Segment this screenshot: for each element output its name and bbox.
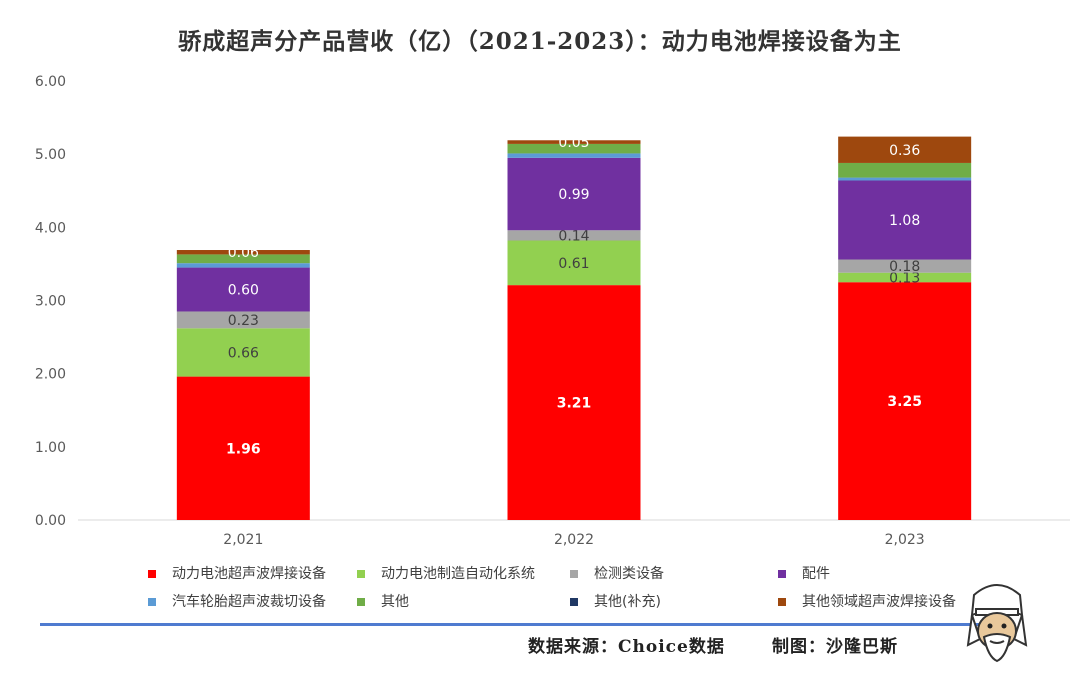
bar-segment — [507, 140, 641, 144]
data-label: 0.36 — [889, 143, 920, 159]
legend-item: 汽车轮胎超声波裁切设备 — [148, 591, 326, 611]
x-tick-label: 2,023 — [885, 532, 925, 548]
bar-segment — [176, 376, 310, 520]
legend-label: 其他 — [381, 594, 409, 610]
legend-item: 检测类设备 — [570, 563, 664, 583]
x-tick-label: 2,022 — [554, 532, 594, 548]
y-tick-label: 5.00 — [35, 147, 66, 163]
data-label: 0.61 — [558, 256, 589, 272]
x-tick-label: 2,021 — [223, 532, 263, 548]
bar-segment — [176, 254, 310, 264]
legend-item: 其他(补充) — [570, 591, 661, 611]
legend-label: 其他领域超声波焊接设备 — [802, 594, 956, 610]
bar-segment — [176, 311, 310, 329]
author-avatar-icon — [966, 584, 1028, 663]
legend-swatch — [570, 598, 578, 606]
legend-label: 汽车轮胎超声波裁切设备 — [172, 594, 326, 610]
data-label: 3.25 — [887, 394, 922, 410]
bar-segment — [838, 272, 972, 283]
legend-label: 检测类设备 — [594, 566, 664, 582]
legend-label: 动力电池超声波焊接设备 — [172, 566, 326, 582]
legend-item: 动力电池制造自动化系统 — [357, 563, 535, 583]
y-tick-label: 4.00 — [35, 220, 66, 236]
chart-title: 骄成超声分产品营收（亿）（2021-2023）：动力电池焊接设备为主 — [178, 28, 902, 55]
bar-segment — [507, 157, 641, 231]
data-label: 0.13 — [889, 270, 920, 286]
data-label: 0.05 — [558, 135, 589, 151]
legend-swatch — [148, 570, 156, 578]
bar-segment — [507, 285, 641, 520]
legend-item: 其他领域超声波焊接设备 — [778, 591, 956, 611]
legend-item: 其他 — [357, 591, 409, 611]
data-label: 0.18 — [889, 259, 920, 275]
bar-segment — [838, 259, 972, 273]
legend-item: 动力电池超声波焊接设备 — [148, 563, 326, 583]
stacked-bar-chart: 0.00 1.00 2.00 3.00 4.00 5.00 6.00 1.96 0.66 0.23… — [35, 74, 1070, 548]
data-source: 数据来源：Choice数据 — [528, 637, 725, 657]
bar-segment — [507, 153, 641, 158]
data-label: 0.14 — [558, 228, 589, 244]
bar-segment — [838, 162, 972, 178]
data-label: 1.08 — [889, 213, 920, 229]
legend-swatch — [778, 570, 786, 578]
y-tick-label: 1.00 — [35, 440, 66, 456]
bar-segment — [838, 136, 972, 163]
data-label: 0.66 — [228, 345, 259, 361]
legend-label: 其他(补充) — [594, 594, 661, 610]
bar-segment — [507, 240, 641, 286]
legend-swatch — [148, 598, 156, 606]
bar-segment — [176, 328, 310, 377]
data-label: 0.60 — [228, 283, 259, 299]
bar-segment — [838, 177, 972, 181]
bar-segment — [838, 180, 972, 260]
legend-swatch — [778, 598, 786, 606]
footer-divider — [40, 623, 980, 626]
bar-segment — [176, 263, 310, 268]
legend-swatch — [357, 570, 365, 578]
legend-swatch — [570, 570, 578, 578]
legend-swatch — [357, 598, 365, 606]
bar-segment — [176, 267, 310, 312]
bar-segment — [176, 250, 310, 255]
y-tick-label: 2.00 — [35, 367, 66, 383]
y-tick-label: 3.00 — [35, 294, 66, 310]
data-label: 0.23 — [228, 313, 259, 329]
legend-label: 动力电池制造自动化系统 — [381, 566, 535, 582]
y-tick-label: 6.00 — [35, 74, 66, 90]
bar-segment — [838, 282, 972, 520]
legend-label: 配件 — [802, 566, 830, 582]
data-label: 1.96 — [226, 441, 261, 457]
chart-credit: 制图：沙隆巴斯 — [772, 637, 898, 657]
legend-item: 配件 — [778, 563, 830, 583]
bar-segment — [507, 230, 641, 241]
data-label: 0.06 — [228, 245, 259, 261]
bar-segment — [507, 143, 641, 154]
y-tick-label: 0.00 — [35, 513, 66, 529]
data-label: 3.21 — [557, 396, 592, 412]
data-label: 0.99 — [558, 187, 589, 203]
